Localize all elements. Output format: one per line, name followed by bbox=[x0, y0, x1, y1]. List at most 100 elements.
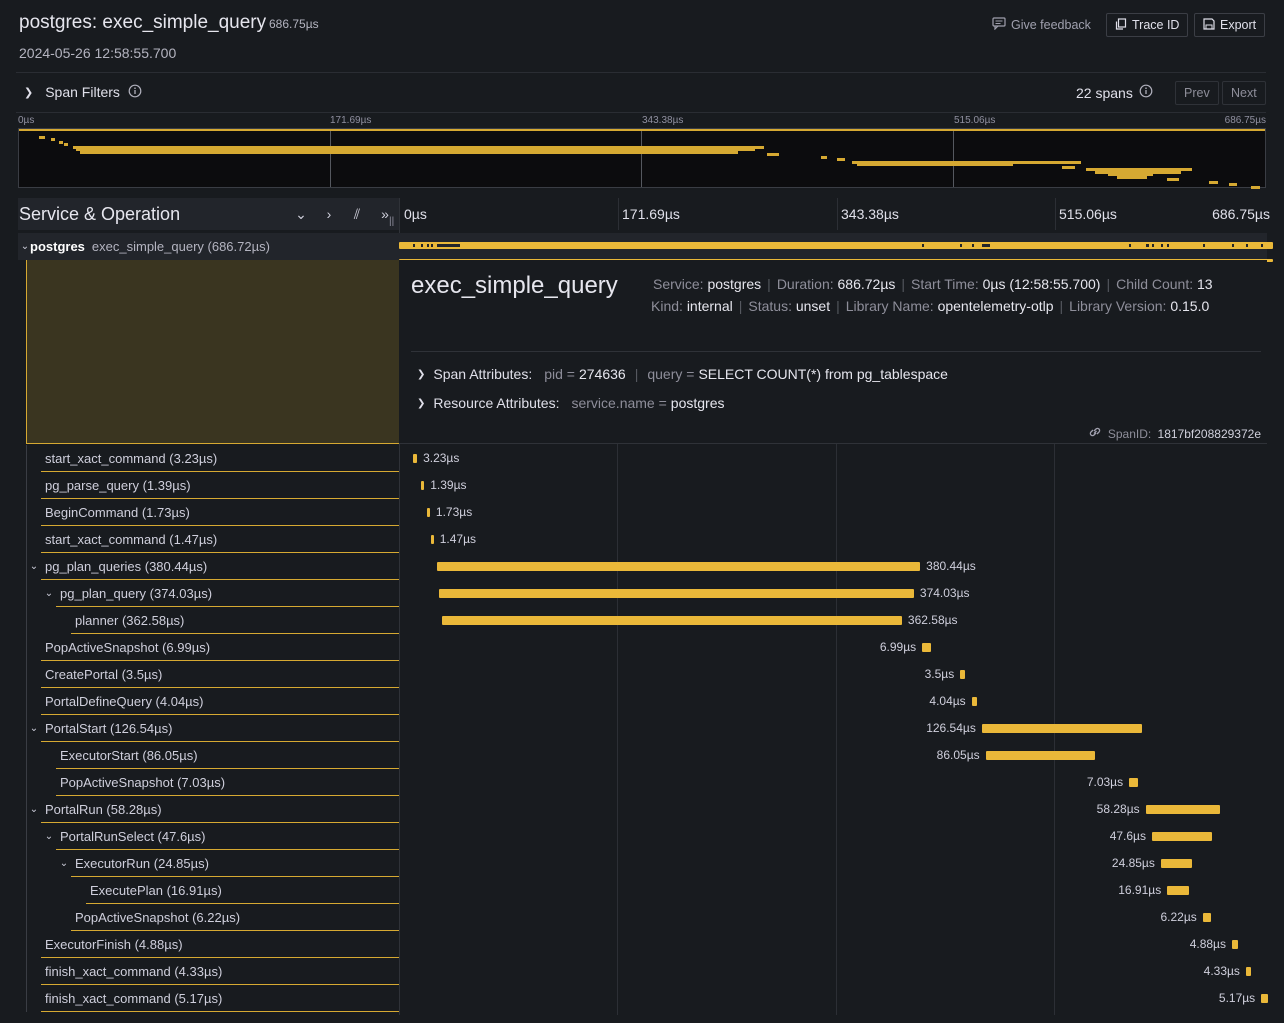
minimap-span-bar bbox=[1062, 165, 1075, 169]
span-subbar bbox=[441, 592, 607, 595]
span-name: PortalRun (58.28µs) bbox=[45, 802, 162, 817]
span-label-underline bbox=[86, 877, 399, 904]
chevron-down-icon[interactable]: ⌄ bbox=[20, 241, 30, 252]
span-label-underline bbox=[41, 526, 399, 553]
give-feedback-link[interactable]: Give feedback bbox=[992, 13, 1091, 37]
chevron-down-icon[interactable]: ⌄ bbox=[44, 831, 54, 842]
span-row[interactable]: planner (362.58µs) 362.58µs bbox=[18, 607, 1267, 634]
span-filters-toggle[interactable]: ❯ Span Filters bbox=[24, 82, 142, 102]
root-subspan-mark bbox=[441, 244, 460, 247]
span-row[interactable]: pg_parse_query (1.39µs) 1.39µs bbox=[18, 472, 1267, 499]
root-span-bar[interactable] bbox=[399, 242, 1273, 249]
span-bar[interactable] bbox=[922, 643, 931, 652]
span-bar[interactable] bbox=[426, 508, 430, 517]
chevron-down-icon[interactable]: ⌄ bbox=[59, 858, 69, 869]
span-bar[interactable] bbox=[438, 589, 914, 598]
duration-key: Duration: bbox=[776, 276, 834, 292]
span-bar[interactable] bbox=[985, 751, 1095, 760]
span-row[interactable]: ⌄ pg_plan_queries (380.44µs) 380.44µs bbox=[18, 553, 1267, 580]
span-bar[interactable] bbox=[437, 562, 921, 571]
minimap-span-bar bbox=[1085, 168, 1192, 171]
minimap-tick: 343.38µs bbox=[642, 115, 684, 126]
span-bar[interactable] bbox=[971, 697, 977, 706]
span-row[interactable]: ⌄ PortalRunSelect (47.6µs) 47.6µs bbox=[18, 823, 1267, 850]
minimap-span-bar bbox=[1116, 175, 1148, 179]
span-name: PortalDefineQuery (4.04µs) bbox=[45, 694, 204, 709]
span-bar[interactable] bbox=[1151, 832, 1213, 841]
span-row[interactable]: PopActiveSnapshot (7.03µs) 7.03µs bbox=[18, 769, 1267, 796]
trace-id-button[interactable]: Trace ID bbox=[1106, 13, 1189, 37]
span-name: ExecutorRun (24.85µs) bbox=[75, 856, 209, 871]
span-bar[interactable] bbox=[421, 481, 425, 490]
kind-key: Kind: bbox=[651, 298, 683, 314]
span-row[interactable]: start_xact_command (1.47µs) 1.47µs bbox=[18, 526, 1267, 553]
span-count: 22 spans bbox=[1076, 84, 1153, 101]
span-bar[interactable] bbox=[960, 670, 965, 679]
span-row[interactable]: finish_xact_command (5.17µs) 5.17µs bbox=[18, 985, 1268, 1012]
span-id[interactable]: SpanID: 1817bf208829372e bbox=[1088, 426, 1261, 441]
span-duration-label: 1.73µs bbox=[435, 505, 473, 519]
span-label-underline bbox=[41, 715, 399, 742]
span-bar[interactable] bbox=[1145, 805, 1220, 814]
prev-button[interactable]: Prev bbox=[1175, 81, 1219, 105]
span-row[interactable]: PortalDefineQuery (4.04µs) 4.04µs bbox=[18, 688, 1267, 715]
collapse-one-icon[interactable]: ⌄ bbox=[295, 205, 307, 222]
query-val: SELECT COUNT(*) from pg_tablespace bbox=[698, 366, 948, 382]
span-row[interactable]: ExecutePlan (16.91µs) 16.91µs bbox=[18, 877, 1267, 904]
chevron-down-icon[interactable]: ⌄ bbox=[29, 561, 39, 572]
chevron-down-icon[interactable]: ⌄ bbox=[29, 723, 39, 734]
span-bar[interactable] bbox=[1231, 940, 1239, 949]
export-button[interactable]: Export bbox=[1194, 13, 1266, 37]
span-row[interactable]: PopActiveSnapshot (6.22µs) 6.22µs bbox=[18, 904, 1267, 931]
span-bar[interactable] bbox=[1160, 859, 1193, 868]
span-row[interactable]: PopActiveSnapshot (6.99µs) 6.99µs bbox=[18, 634, 1267, 661]
chevron-down-icon[interactable]: ⌄ bbox=[29, 804, 39, 815]
minimap-span-bar bbox=[1107, 173, 1153, 176]
span-label-underline bbox=[41, 688, 399, 715]
span-duration-label: 7.03µs bbox=[1086, 775, 1124, 789]
timeline-gridline bbox=[617, 444, 618, 1015]
span-row[interactable]: ⌄ PortalRun (58.28µs) 58.28µs bbox=[18, 796, 1267, 823]
span-attributes-toggle[interactable]: ❯ Span Attributes: pid = 274636 | query =… bbox=[417, 366, 948, 382]
span-row[interactable]: BeginCommand (1.73µs) 1.73µs bbox=[18, 499, 1267, 526]
span-row[interactable]: ⌄ PortalStart (126.54µs) 126.54µs bbox=[18, 715, 1267, 742]
span-bar[interactable] bbox=[1202, 913, 1211, 922]
resource-attributes-toggle[interactable]: ❯ Resource Attributes: service.name = pos… bbox=[417, 395, 724, 411]
span-bar[interactable] bbox=[981, 724, 1143, 733]
trace-minimap[interactable]: 0µs 171.69µs 343.38µs 515.06µs 686.75µs bbox=[18, 115, 1266, 189]
column-resize-handle[interactable]: || bbox=[389, 216, 395, 227]
span-row[interactable]: ExecutorFinish (4.88µs) 4.88µs bbox=[18, 931, 1267, 958]
minimap-span-bar bbox=[857, 163, 1014, 166]
span-row[interactable]: ExecutorStart (86.05µs) 86.05µs bbox=[18, 742, 1267, 769]
span-duration-label: 24.85µs bbox=[1111, 856, 1155, 870]
span-bar[interactable] bbox=[1261, 994, 1268, 1003]
span-bar[interactable] bbox=[1245, 967, 1252, 976]
span-row[interactable]: CreatePortal (3.5µs) 3.5µs bbox=[18, 661, 1267, 688]
trace-title: postgres: exec_simple_query bbox=[19, 12, 267, 33]
collapse-all-icon[interactable]: ⫽ bbox=[353, 205, 361, 222]
span-bar[interactable] bbox=[1129, 778, 1139, 787]
span-name: start_xact_command (3.23µs) bbox=[45, 451, 218, 466]
span-row[interactable]: ⌄ ExecutorRun (24.85µs) 24.85µs bbox=[18, 850, 1267, 877]
span-name: BeginCommand (1.73µs) bbox=[45, 505, 190, 520]
chevron-down-icon[interactable]: ⌄ bbox=[44, 588, 54, 599]
span-label-underline bbox=[41, 958, 399, 985]
minimap-canvas[interactable] bbox=[18, 128, 1266, 189]
minimap-span-bar bbox=[766, 153, 780, 156]
span-row-root[interactable]: ⌄ postgres exec_simple_query (686.72µs) bbox=[18, 233, 1273, 262]
span-bar[interactable] bbox=[441, 616, 902, 625]
span-row[interactable]: finish_xact_command (4.33µs) 4.33µs bbox=[18, 958, 1267, 985]
span-bar[interactable] bbox=[412, 454, 418, 463]
root-subspan-mark bbox=[426, 244, 429, 247]
span-label-underline bbox=[41, 472, 399, 499]
span-name: planner (362.58µs) bbox=[75, 613, 185, 628]
span-bar[interactable] bbox=[430, 535, 434, 544]
span-bar[interactable] bbox=[1167, 886, 1189, 895]
expand-all-icon[interactable]: » bbox=[381, 206, 389, 222]
expand-one-icon[interactable]: › bbox=[326, 206, 332, 222]
next-button[interactable]: Next bbox=[1222, 81, 1266, 105]
span-subbar bbox=[439, 565, 608, 568]
span-row[interactable]: ⌄ pg_plan_query (374.03µs) 374.03µs bbox=[18, 580, 1267, 607]
span-label-underline bbox=[71, 904, 399, 931]
span-row[interactable]: start_xact_command (3.23µs) 3.23µs bbox=[18, 445, 1267, 472]
